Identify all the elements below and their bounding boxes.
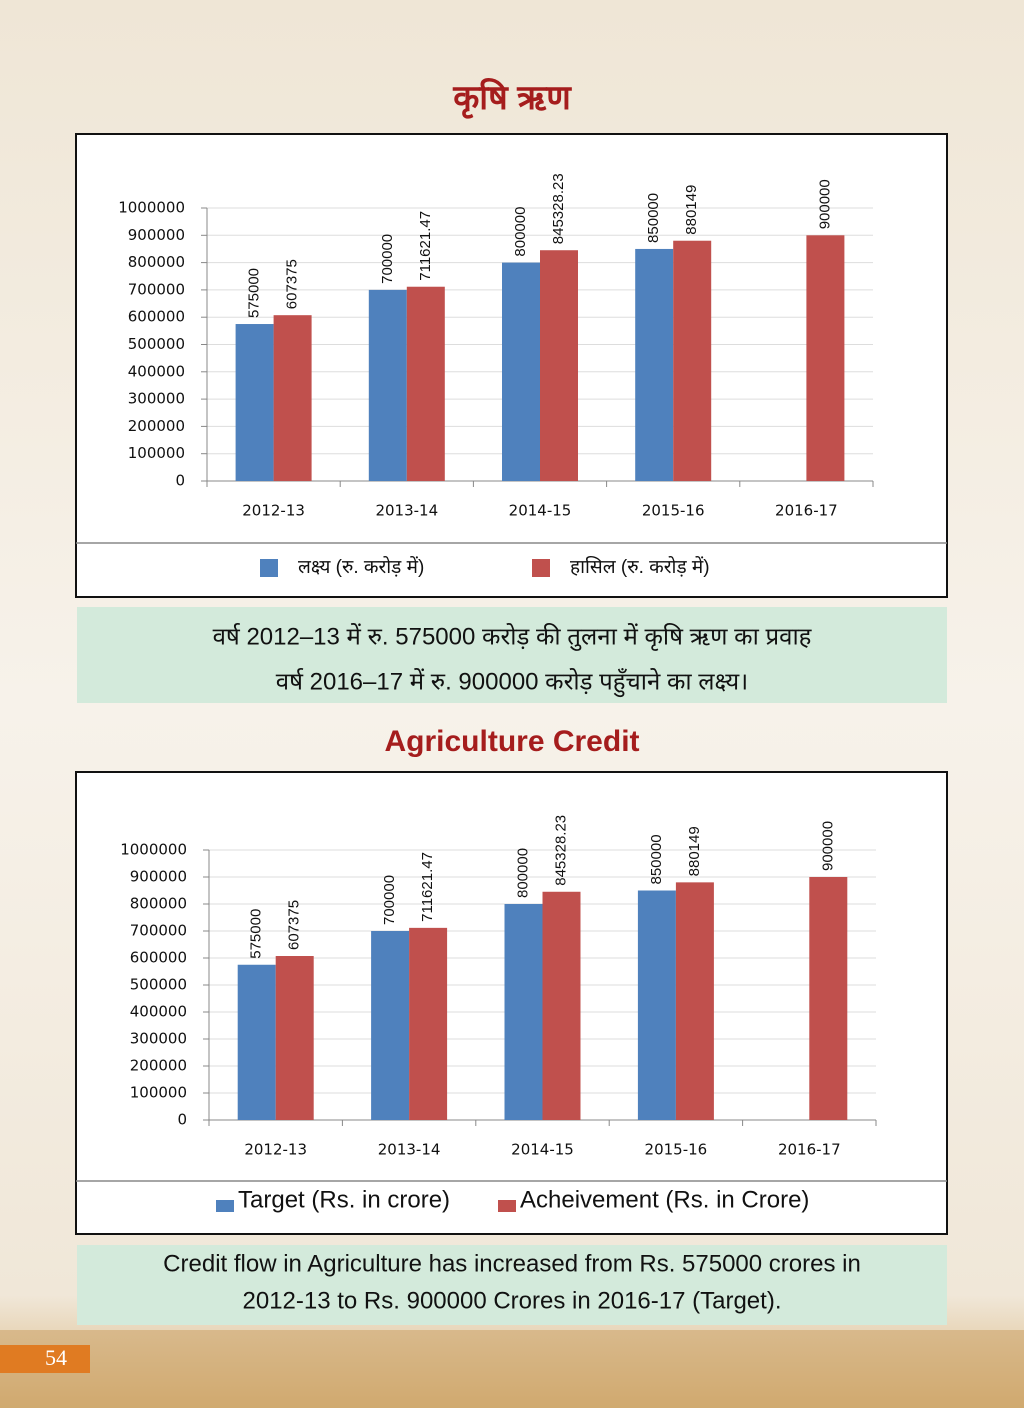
y-tick-label: 500000 — [130, 976, 187, 994]
value-label: 607375 — [284, 259, 301, 309]
bar — [637, 890, 676, 1120]
y-tick-label: 400000 — [130, 1003, 187, 1021]
bar — [809, 877, 848, 1120]
y-tick-label: 600000 — [130, 949, 187, 967]
x-tick-label: 2015-16 — [645, 1141, 708, 1159]
y-tick-label: 100000 — [130, 1084, 187, 1102]
x-tick-label: 2013-14 — [378, 1141, 441, 1159]
value-label: 900000 — [816, 179, 833, 229]
bar — [806, 235, 845, 481]
caption-line: Credit flow in Agriculture has increased… — [163, 1250, 861, 1277]
bar — [409, 927, 448, 1120]
bar — [273, 315, 312, 481]
caption-box — [77, 1245, 947, 1325]
value-label: 845328.23 — [550, 173, 567, 244]
value-label: 700000 — [379, 234, 396, 284]
bar — [540, 250, 578, 481]
caption-line: वर्ष 2012–13 में रु. 575000 करोड़ की तुल… — [213, 622, 813, 651]
y-tick-label: 100000 — [128, 444, 185, 462]
y-tick-label: 200000 — [128, 417, 185, 435]
legend-label: लक्ष्य (रु. करोड़ में) — [298, 555, 424, 578]
caption-line: 2012-13 to Rs. 900000 Crores in 2016-17 … — [243, 1287, 782, 1314]
legend-swatch — [260, 559, 278, 577]
legend-label: Acheivement (Rs. in Crore) — [520, 1186, 809, 1213]
bar — [673, 240, 712, 481]
value-label: 880149 — [683, 185, 700, 235]
caption-box — [77, 607, 947, 703]
y-tick-label: 500000 — [128, 335, 185, 353]
value-label: 850000 — [648, 834, 665, 884]
x-tick-label: 2014-15 — [511, 1141, 574, 1159]
bar — [542, 891, 581, 1120]
legend-swatch — [532, 559, 550, 577]
y-tick-label: 0 — [177, 1111, 187, 1129]
x-tick-label: 2014-15 — [509, 502, 572, 520]
y-tick-label: 800000 — [128, 253, 185, 271]
page-number-box — [0, 1345, 90, 1373]
value-label: 711621.47 — [419, 852, 436, 922]
page-number: 54 — [45, 1345, 67, 1370]
chart-title: कृषि ऋण — [452, 77, 572, 119]
bar — [371, 931, 410, 1120]
bar — [504, 904, 543, 1120]
bar — [502, 262, 540, 481]
bar — [275, 956, 314, 1120]
value-label: 800000 — [514, 848, 531, 898]
y-tick-label: 900000 — [130, 868, 187, 886]
legend-swatch — [216, 1200, 234, 1212]
x-tick-label: 2016-17 — [778, 1141, 841, 1159]
caption-line: वर्ष 2016–17 में रु. 900000 करोड़ पहुँचा… — [276, 667, 749, 697]
bar — [635, 248, 674, 481]
value-label: 880149 — [686, 826, 703, 876]
bar — [368, 289, 407, 481]
field-strip — [0, 1330, 1024, 1408]
legend-label: Target (Rs. in crore) — [238, 1186, 450, 1213]
y-tick-label: 200000 — [130, 1057, 187, 1075]
y-tick-label: 700000 — [130, 922, 187, 940]
value-label: 900000 — [819, 821, 836, 871]
x-tick-label: 2015-16 — [642, 502, 705, 520]
x-tick-label: 2012-13 — [242, 502, 305, 520]
value-label: 845328.23 — [552, 815, 569, 886]
y-tick-label: 400000 — [128, 362, 185, 380]
value-label: 850000 — [645, 193, 662, 243]
value-label: 575000 — [246, 268, 263, 318]
y-tick-label: 900000 — [128, 226, 185, 244]
legend-label: हासिल (रु. करोड़ में) — [570, 555, 710, 578]
chart-title: Agriculture Credit — [384, 725, 639, 758]
bar — [235, 324, 274, 481]
value-label: 575000 — [248, 909, 265, 959]
y-tick-label: 800000 — [130, 895, 187, 913]
legend-swatch — [498, 1200, 516, 1212]
bar — [675, 882, 714, 1120]
bar — [406, 286, 445, 481]
value-label: 800000 — [512, 207, 529, 257]
x-tick-label: 2013-14 — [375, 502, 438, 520]
y-tick-label: 1000000 — [118, 199, 185, 217]
x-tick-label: 2012-13 — [244, 1141, 307, 1159]
y-tick-label: 600000 — [128, 308, 185, 326]
x-tick-label: 2016-17 — [775, 502, 838, 520]
y-tick-label: 300000 — [130, 1030, 187, 1048]
value-label: 711621.47 — [417, 211, 434, 281]
y-tick-label: 700000 — [128, 280, 185, 298]
value-label: 607375 — [286, 900, 303, 950]
bar — [237, 964, 276, 1120]
y-tick-label: 300000 — [128, 390, 185, 408]
y-tick-label: 0 — [175, 472, 185, 490]
value-label: 700000 — [381, 875, 398, 925]
y-tick-label: 1000000 — [120, 841, 187, 859]
